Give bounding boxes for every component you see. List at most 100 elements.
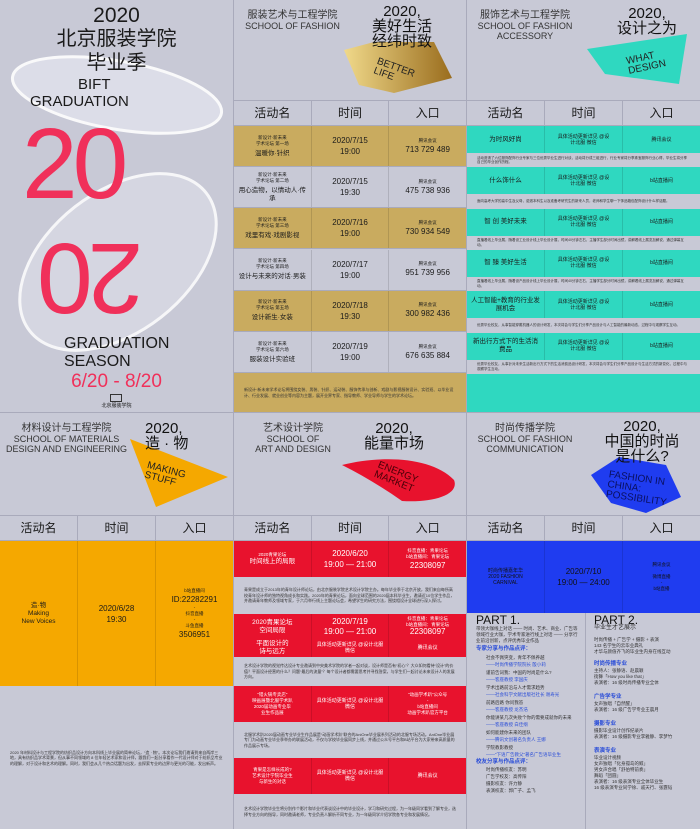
activity-name: 平面设计的 [256, 640, 289, 647]
platform: 腾讯会议 [418, 302, 437, 308]
platform: 微博直播 [652, 574, 671, 579]
platform: b站直播间：青果论坛 [406, 621, 450, 627]
platform: 腾讯会议 [418, 137, 437, 143]
theme-line: 造 · 物 [145, 435, 189, 452]
speaker-item: 学术出路前沿与人才需求趋势 ——社会科学文献出版社社长 谢寿光 [486, 684, 580, 698]
platform[interactable]: b站直播间 [650, 177, 673, 184]
speaker: ——社会科学文献出版社社长 谢寿光 [486, 692, 560, 697]
speaker: ——“下语广告教父”著名广告语毕业生 [486, 752, 561, 757]
activity-series: 新设计·新未来 [258, 258, 287, 264]
event-time: 具体活动更新详见 @设计北服 微信 [557, 133, 610, 146]
theme-line: 能量市场 [363, 435, 424, 452]
theme-year: 2020, [623, 418, 661, 435]
speaker-item: 如何能建你未来的团队 ——腾讯文创著名负责人 王娜 [486, 729, 580, 743]
meeting-id[interactable]: 730 934 549 [405, 226, 450, 236]
school-name-en: SCHOOL OF FASHION [477, 21, 573, 31]
activity-name: 设计新生·女装 [251, 314, 293, 322]
platform: 腾讯会议 [652, 562, 671, 567]
platform[interactable]: b站直播间 [650, 260, 673, 267]
event-time: 19:00 [339, 270, 361, 280]
table-row: 造·物 Making New Voices 2020/6/28 19:30 b站直播间… [0, 541, 233, 686]
meeting-id[interactable]: 300 982 436 [405, 309, 450, 319]
cell-entry: 腾讯会议 [623, 126, 700, 153]
activity-name: 用心造物，以情动人·传承 [238, 186, 306, 202]
platform[interactable]: b站直播间 [650, 301, 673, 308]
room-id[interactable]: ID:22282291 [171, 594, 218, 604]
table-row: 2020青果论坛 时间线上的局限 2020/6/20 19:00 — 21:00 抖… [234, 541, 466, 577]
speaker-item: 前路后路 你问我答 ——客座教授 龙杰浩 [486, 699, 580, 713]
group-heading: 时尚传播专业 [594, 661, 628, 667]
col-header-name: 活动名 [467, 516, 545, 540]
cell-entry: 腾讯会议 300 982 436 [389, 291, 466, 331]
table-row: 新设计·新未来 学术论坛 第五场 设计新生·女装 2020/7/18 19:30 腾讯会议… [234, 290, 466, 332]
event-desc: 青果是成立于2013年的青年设计师论坛，由北京服装学院艺术设计学院主办。每年毕业… [244, 587, 455, 604]
platform[interactable]: b站直播间 [650, 343, 673, 349]
event-time: 具体活动更新详见 @设计北服 微信 [316, 642, 384, 654]
event-date: 2020/7/18 [332, 300, 368, 310]
school-of-communication-panel: 时尚传播学院 SCHOOL OF FASHION COMMUNICATION 2… [467, 413, 700, 829]
cell-entry: 腾讯会议 676 635 884 [389, 332, 466, 372]
activity-name: 温暖你·针织 [255, 149, 290, 157]
group-line: 表演者：16 级广告学专业王晨月 [594, 707, 659, 712]
talk-title: 你能讲某几次失败个你的需要成就你的未来 [486, 715, 572, 720]
platform: 腾讯会议 [417, 645, 438, 651]
activity-series: 2020青果论坛 [252, 618, 293, 626]
event-date: 2020/7/19 [332, 616, 368, 626]
school-of-materials-panel: 材料设计与工程学院 SCHOOL OF MATERIALS DESIGN AND… [0, 413, 233, 829]
section-heading: 校友分享与作品点评： [476, 759, 532, 765]
activity-series: 新设计·新未来 [258, 340, 287, 346]
cell-name: 智 创 美好未来 [467, 208, 545, 236]
group-line: 毕业设计视频 [594, 755, 621, 760]
meeting-id[interactable]: 951 739 956 [405, 268, 450, 278]
event-date: 2020/7/15 [332, 177, 368, 187]
blue-shape [591, 457, 681, 513]
meeting-id[interactable]: 676 635 884 [405, 350, 450, 360]
table-row: 新设计·新未来 学术论坛 第四场 设计与未来的对话·男装 2020/7/17 19:00… [234, 249, 466, 291]
platform: 腾讯会议 [418, 261, 437, 267]
cell-time: 2020/7/18 19:30 [312, 290, 390, 331]
event-desc: 北服学术趴2020届动画专业毕业生作品展是“动画学术趴”联合的AniOne毕业展… [244, 731, 455, 748]
bift-logo-text: 北京服装学院 [101, 403, 132, 409]
cell-time: 具体活动更新详见 @设计北服 微信 [545, 291, 623, 319]
poster-subtitle: 毕业季 [86, 52, 147, 74]
platform[interactable]: b站直播间 [650, 219, 673, 226]
col-header-time: 时间 [545, 516, 623, 540]
room-id[interactable]: 3506951 [178, 629, 211, 639]
room-id[interactable]: 22308097 [409, 627, 446, 636]
platform: 腾讯会议 [417, 773, 438, 779]
group-line: 女声独唱「化身孤岛的鲸」 [594, 761, 648, 766]
platform[interactable]: 腾讯会议 [651, 136, 672, 143]
activity-name: 与新生的对话 [258, 779, 286, 784]
section-heading: 专家分享与作品点评： [476, 646, 532, 652]
school-name-cn: 服饰艺术与工程学院 [480, 10, 570, 21]
activity-name: 映画展暨北服学术趴 [252, 698, 293, 703]
theme-year: 2020, [383, 3, 421, 20]
room-id[interactable]: 22308097 [409, 560, 446, 570]
group-heading: 广告学专业 [594, 694, 622, 700]
poster-year: 2020 [93, 4, 140, 27]
activity-series: 2020青果论坛 [258, 552, 287, 557]
event-date: 2020/7/15 [332, 136, 368, 145]
alumni-item: 广告学校友：高传阳 [486, 774, 527, 779]
col-header-time: 时间 [78, 516, 156, 540]
table-row: “错火锅专卖店” 映画展暨北服学术趴 2020届动画专业毕 业生作品展 具体活动更新详… [234, 686, 466, 722]
cell-time: 具体活动更新详见 @设计北服 微信 [545, 332, 623, 360]
activity-forum: 学术论坛 第三场 [255, 222, 289, 228]
talk-title: 社会不佩突变，青年不佩养越 [486, 655, 545, 660]
group-heading: 摄影专业 [594, 721, 617, 727]
school-name-en: SCHOOL OF MATERIALS [13, 434, 120, 444]
divider [585, 613, 586, 829]
platform: 腾讯会议 [418, 343, 437, 349]
meeting-id[interactable]: 713 729 489 [405, 144, 450, 154]
cell-time: 2020/7/15 19:30 [312, 167, 390, 208]
event-time: 具体活动更新详见 @设计北服 微信 [557, 174, 610, 187]
table-row: 时尚传播嘉年华 2020 FASHION CARNIVAL 2020/7/10 19:… [467, 541, 700, 613]
performance-group: 时尚传播专业 主持人：张静语、赵晨颖 街舞「How you like that」 表演… [594, 661, 698, 686]
meeting-id[interactable]: 475 738 936 [405, 185, 450, 195]
col-header-entry: 入口 [415, 521, 440, 535]
alumni-item: 表演校友：郭广子、孟飞 [486, 788, 536, 793]
intro-line: 143 名学生的云毕业典礼 [594, 643, 644, 648]
col-header-name: 活动名 [0, 516, 78, 540]
school-name-cn: 材料设计与工程学院 [21, 423, 112, 434]
table-row: 新出行方式下的生活消费品 具体活动更新详见 @设计北服 微信 b站直播间 [467, 332, 700, 360]
